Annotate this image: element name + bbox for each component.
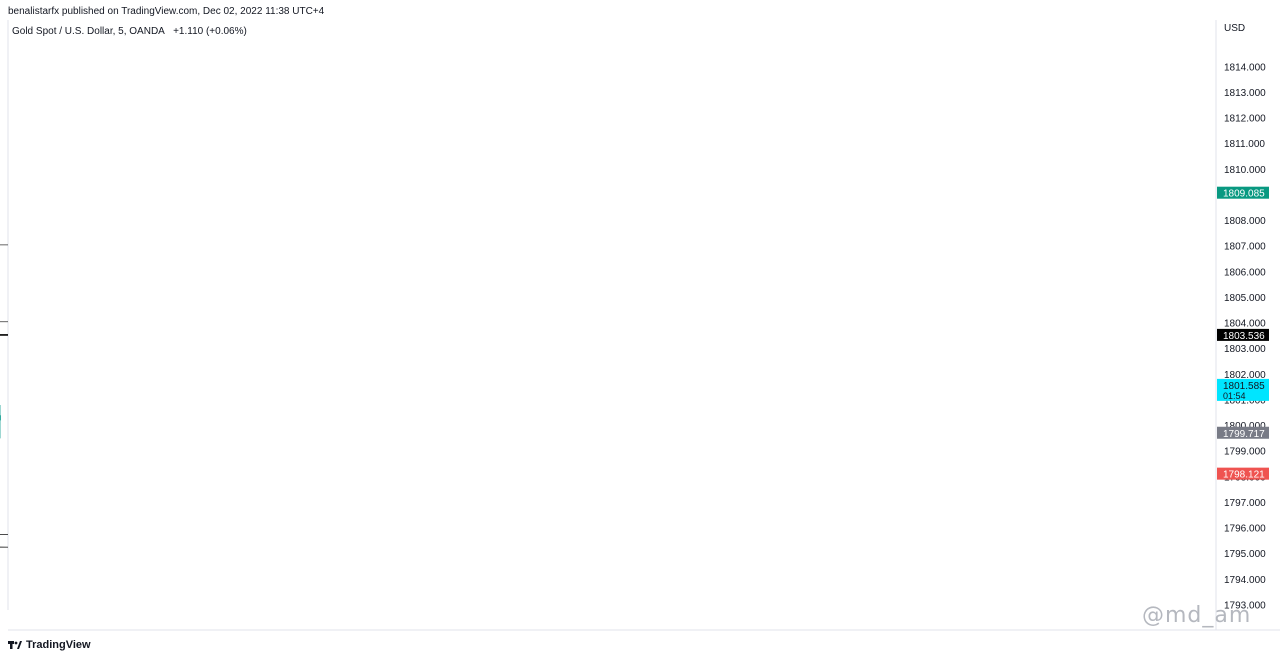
y-tick-label: 1807.000 (1224, 242, 1266, 253)
candle-body (0, 415, 1, 421)
y-tick-label: 1800.000 (1224, 421, 1266, 432)
y-tick-label: 1810.000 (1224, 165, 1266, 176)
y-tick-label: 1805.000 (1224, 293, 1266, 304)
brand-name: TradingView (26, 639, 91, 651)
y-tick-label: 1806.000 (1224, 267, 1266, 278)
y-tick-label: 1808.000 (1224, 216, 1266, 227)
trend-line (0, 546, 9, 548)
candle (0, 405, 1, 439)
footer-brand[interactable]: TradingView (8, 637, 91, 653)
y-tick-label: 1795.000 (1224, 549, 1266, 560)
currency-label: USD (1224, 23, 1246, 34)
current-price-tag-bg (1217, 378, 1269, 401)
take-profit-tag: 1809.085 (1223, 189, 1265, 200)
price-change: +1.110 (+0.06%) (173, 26, 247, 37)
y-tick-label: 1803.000 (1224, 344, 1266, 355)
entry-tag: 1799.717 (1223, 429, 1265, 440)
y-tick-label: 1812.000 (1224, 114, 1266, 125)
y-tick-label: 1811.000 (1224, 139, 1265, 150)
y-tick-label: 1793.000 (1224, 600, 1266, 611)
symbol-legend: Gold Spot / U.S. Dollar, 5, OANDA +1.110… (12, 26, 247, 37)
entry-tag-bg (1217, 426, 1269, 439)
y-tick-label: 1813.000 (1224, 88, 1266, 99)
symbol-name: Gold Spot / U.S. Dollar, 5, OANDA (12, 26, 165, 37)
current-price-tag-countdown: 01:54 (1223, 391, 1246, 401)
y-tick-label: 1794.000 (1224, 575, 1266, 586)
stop-tag-bg (1217, 467, 1269, 480)
publish-info: benalistarfx published on TradingView.co… (8, 6, 325, 17)
y-tick-label: 1796.000 (1224, 524, 1266, 535)
stop-tag: 1798.121 (1223, 470, 1265, 481)
take-profit-tag-bg (1217, 186, 1269, 199)
watermark: @md_am (1142, 603, 1252, 628)
y-tick-label: 1802.000 (1224, 370, 1266, 381)
y-tick-label: 1797.000 (1224, 498, 1266, 509)
current-price-tag: 1801.585 (1223, 381, 1265, 392)
tradingview-logo-icon (8, 641, 22, 649)
y-tick-label: 1814.000 (1224, 62, 1266, 73)
level-tag-bg (1217, 328, 1269, 341)
level-tag: 1803.536 (1223, 331, 1265, 342)
y-tick-label: 1804.000 (1224, 319, 1266, 330)
y-tick-label: 1799.000 (1224, 447, 1266, 458)
